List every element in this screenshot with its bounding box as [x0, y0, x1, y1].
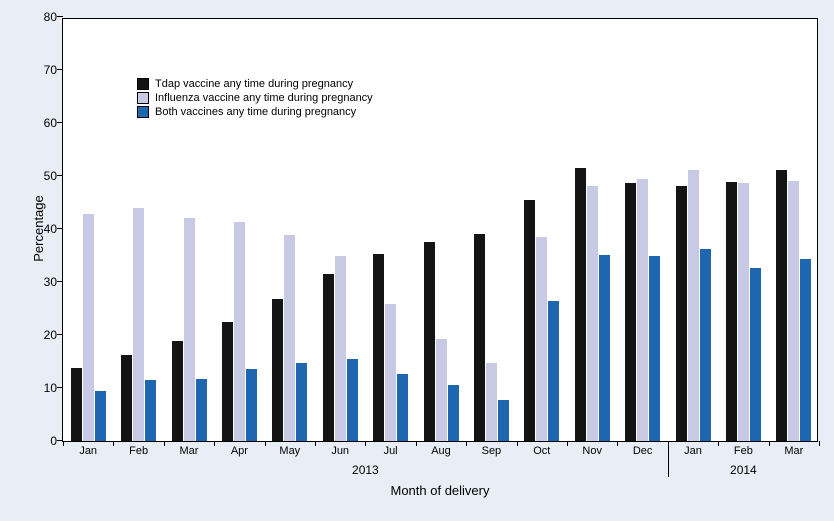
- bar-both: [800, 259, 811, 441]
- bar-tdap: [575, 168, 586, 441]
- bar-tdap: [172, 341, 183, 441]
- bar-tdap: [776, 170, 787, 441]
- legend-item-influenza: Influenza vaccine any time during pregna…: [137, 92, 373, 104]
- legend-label: Influenza vaccine any time during pregna…: [155, 92, 373, 104]
- bar-both: [498, 400, 509, 441]
- bar-influenza: [234, 222, 245, 441]
- bar-both: [599, 255, 610, 441]
- bar-tdap: [373, 254, 384, 441]
- bar-influenza: [133, 208, 144, 441]
- chart-legend: Tdap vaccine any time during pregnancy In…: [137, 78, 373, 120]
- bar-both: [397, 374, 408, 441]
- bar-influenza: [436, 339, 447, 441]
- bar-tdap: [625, 183, 636, 441]
- bar-influenza: [637, 179, 648, 441]
- bar-tdap: [474, 234, 485, 441]
- bar-tdap: [272, 299, 283, 441]
- bar-tdap: [323, 274, 334, 441]
- bar-both: [700, 249, 711, 441]
- y-tick-label: 10: [44, 381, 63, 395]
- bar-tdap: [424, 242, 435, 441]
- y-axis-label: Percentage: [31, 195, 46, 262]
- x-axis-label: Month of delivery: [63, 441, 817, 498]
- chart-plot-area: 01020304050607080 JanFebMarAprMayJunJulA…: [62, 18, 818, 442]
- bar-both: [750, 268, 761, 441]
- bar-both: [347, 359, 358, 441]
- bar-tdap: [71, 368, 82, 441]
- bar-influenza: [284, 235, 295, 441]
- y-tick-mark: [57, 228, 63, 229]
- bar-influenza: [788, 181, 799, 441]
- y-tick-label: 0: [50, 434, 63, 448]
- bar-both: [548, 301, 559, 441]
- bar-tdap: [121, 355, 132, 441]
- y-tick-label: 30: [44, 275, 63, 289]
- legend-item-tdap: Tdap vaccine any time during pregnancy: [137, 78, 373, 90]
- bar-both: [296, 363, 307, 441]
- bar-influenza: [536, 237, 547, 441]
- y-tick-mark: [57, 281, 63, 282]
- x-tick-mark: [819, 441, 820, 446]
- y-tick-mark: [57, 334, 63, 335]
- bar-tdap: [524, 200, 535, 441]
- bar-influenza: [688, 170, 699, 441]
- legend-label: Tdap vaccine any time during pregnancy: [155, 78, 353, 90]
- bar-influenza: [184, 218, 195, 441]
- bar-tdap: [676, 186, 687, 441]
- legend-swatch: [137, 92, 149, 104]
- y-tick-label: 80: [44, 10, 63, 24]
- bar-tdap: [726, 182, 737, 441]
- bar-both: [196, 379, 207, 441]
- y-tick-mark: [57, 16, 63, 17]
- bar-influenza: [83, 214, 94, 441]
- bar-both: [649, 256, 660, 441]
- bar-influenza: [587, 186, 598, 441]
- bar-influenza: [486, 363, 497, 441]
- y-tick-label: 70: [44, 63, 63, 77]
- y-tick-mark: [57, 69, 63, 70]
- y-tick-mark: [57, 387, 63, 388]
- bar-both: [145, 380, 156, 441]
- y-tick-label: 40: [44, 222, 63, 236]
- bar-influenza: [738, 183, 749, 441]
- bar-both: [95, 391, 106, 441]
- y-tick-mark: [57, 122, 63, 123]
- legend-swatch: [137, 106, 149, 118]
- legend-swatch: [137, 78, 149, 90]
- y-tick-mark: [57, 175, 63, 176]
- bar-influenza: [385, 304, 396, 441]
- y-tick-label: 60: [44, 116, 63, 130]
- bar-both: [448, 385, 459, 441]
- y-tick-label: 50: [44, 169, 63, 183]
- y-tick-label: 20: [44, 328, 63, 342]
- legend-item-both: Both vaccines any time during pregnancy: [137, 106, 373, 118]
- bar-influenza: [335, 256, 346, 441]
- bar-both: [246, 369, 257, 441]
- legend-label: Both vaccines any time during pregnancy: [155, 106, 356, 118]
- bar-tdap: [222, 322, 233, 441]
